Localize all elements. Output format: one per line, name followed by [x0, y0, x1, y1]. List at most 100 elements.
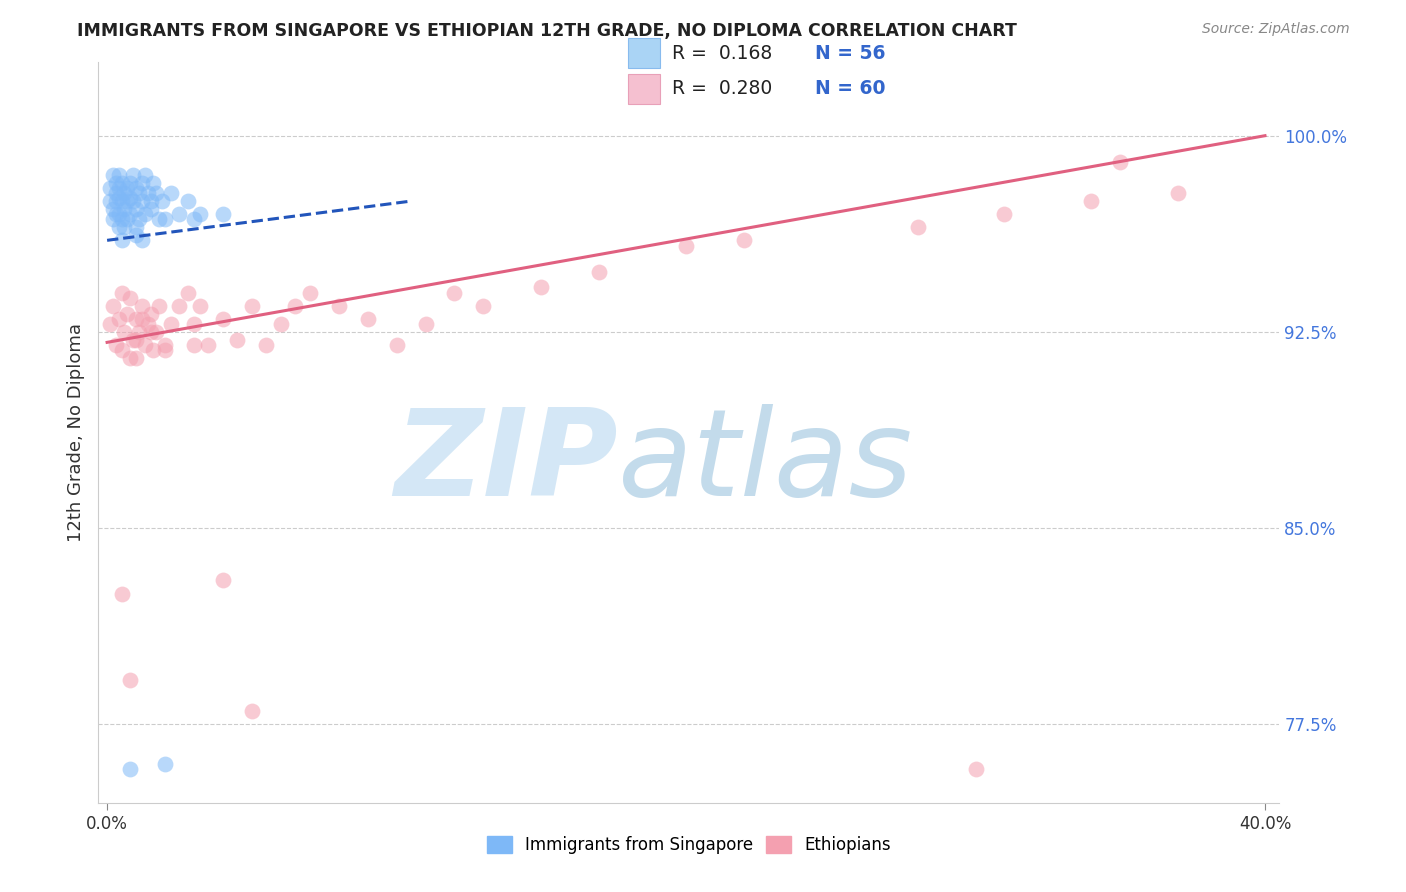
Point — [131, 176, 153, 190]
Text: Source: ZipAtlas.com: Source: ZipAtlas.com — [1202, 22, 1350, 37]
Point — [139, 194, 162, 208]
Legend: Immigrants from Singapore, Ethiopians: Immigrants from Singapore, Ethiopians — [479, 830, 898, 861]
Point — [443, 285, 465, 300]
Point — [415, 317, 437, 331]
Point — [134, 168, 156, 182]
Point — [139, 202, 162, 216]
Point — [356, 311, 378, 326]
Text: ZIP: ZIP — [394, 404, 619, 521]
Point — [212, 207, 235, 221]
Point — [117, 194, 139, 208]
Point — [212, 574, 235, 588]
Point — [110, 343, 132, 358]
Point — [183, 212, 205, 227]
Point — [197, 338, 219, 352]
Point — [139, 325, 162, 339]
Point — [117, 307, 139, 321]
Point — [183, 338, 205, 352]
Point — [120, 192, 142, 206]
Point — [142, 176, 165, 190]
Point — [128, 186, 150, 201]
Point — [188, 299, 211, 313]
Point — [104, 176, 127, 190]
Point — [120, 673, 142, 687]
Point — [907, 220, 929, 235]
Point — [125, 202, 148, 216]
Point — [125, 333, 148, 347]
Point — [139, 307, 162, 321]
Point — [107, 207, 129, 221]
Point — [131, 299, 153, 313]
Point — [148, 299, 170, 313]
Point — [107, 192, 129, 206]
Point — [120, 176, 142, 190]
FancyBboxPatch shape — [628, 37, 659, 68]
Point — [120, 291, 142, 305]
Text: IMMIGRANTS FROM SINGAPORE VS ETHIOPIAN 12TH GRADE, NO DIPLOMA CORRELATION CHART: IMMIGRANTS FROM SINGAPORE VS ETHIOPIAN 1… — [77, 22, 1017, 40]
Point — [114, 325, 136, 339]
Point — [153, 343, 176, 358]
Point — [128, 325, 150, 339]
Point — [122, 168, 145, 182]
Point — [125, 181, 148, 195]
Point — [107, 168, 129, 182]
Point — [110, 586, 132, 600]
Point — [270, 317, 292, 331]
Point — [159, 317, 181, 331]
Point — [177, 194, 200, 208]
Point — [122, 333, 145, 347]
Point — [150, 194, 173, 208]
Point — [284, 299, 307, 313]
Point — [1080, 194, 1102, 208]
Point — [125, 351, 148, 365]
Point — [120, 207, 142, 221]
Point — [104, 186, 127, 201]
Point — [530, 280, 553, 294]
Point — [131, 311, 153, 326]
Point — [254, 338, 277, 352]
Point — [588, 265, 610, 279]
Point — [136, 186, 159, 201]
Text: atlas: atlas — [619, 404, 914, 521]
Point — [136, 317, 159, 331]
Point — [114, 202, 136, 216]
Point — [385, 338, 408, 352]
Text: R =  0.168: R = 0.168 — [672, 44, 773, 63]
Point — [472, 299, 495, 313]
Point — [145, 186, 167, 201]
Point — [101, 202, 124, 216]
Y-axis label: 12th Grade, No Diploma: 12th Grade, No Diploma — [66, 323, 84, 542]
Point — [1109, 154, 1132, 169]
Point — [188, 207, 211, 221]
Point — [107, 220, 129, 235]
Point — [169, 299, 191, 313]
Point — [110, 233, 132, 247]
Point — [328, 299, 350, 313]
Text: R =  0.280: R = 0.280 — [672, 79, 773, 98]
Point — [159, 186, 181, 201]
Point — [104, 194, 127, 208]
Point — [145, 325, 167, 339]
Point — [104, 207, 127, 221]
Point — [183, 317, 205, 331]
Point — [134, 338, 156, 352]
Point — [125, 228, 148, 243]
Point — [733, 233, 755, 247]
Point — [993, 207, 1015, 221]
Point — [131, 194, 153, 208]
Point — [101, 212, 124, 227]
Point — [298, 285, 321, 300]
Point — [120, 351, 142, 365]
Point — [117, 212, 139, 227]
Point — [114, 220, 136, 235]
Point — [148, 212, 170, 227]
Text: N = 60: N = 60 — [815, 79, 886, 98]
Point — [226, 333, 249, 347]
Point — [240, 299, 263, 313]
Point — [120, 762, 142, 776]
Point — [142, 343, 165, 358]
Point — [125, 311, 148, 326]
Point — [98, 181, 121, 195]
Point — [117, 181, 139, 195]
Point — [212, 311, 235, 326]
